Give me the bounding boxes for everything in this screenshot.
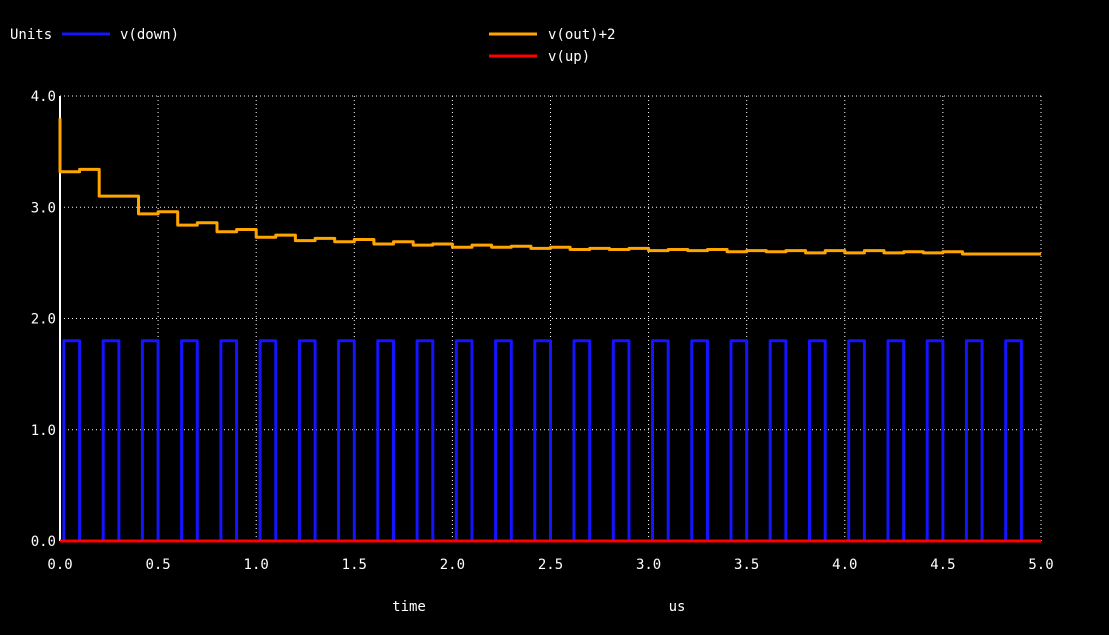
x-axis-unit: us bbox=[669, 599, 686, 615]
legend: Units v(down) v(out)+2 v(up) bbox=[10, 27, 615, 65]
x-tick-label: 5.0 bbox=[1028, 557, 1053, 573]
x-tick-label: 1.5 bbox=[342, 557, 367, 573]
y-tick-label: 0.0 bbox=[31, 534, 56, 550]
x-tick-label: 0.0 bbox=[47, 557, 72, 573]
y-unit-label: Units bbox=[10, 27, 52, 43]
legend-label-v-down: v(down) bbox=[120, 27, 179, 43]
series-line-v-out-2 bbox=[58, 118, 1041, 256]
x-axis-label: time bbox=[392, 599, 426, 615]
x-tick-label: 4.0 bbox=[832, 557, 857, 573]
tick-labels: 0.0 0.5 1.0 1.5 2.0 2.5 3.0 3.5 4.0 4.5 5.0 0.0 1.0 2… bbox=[31, 89, 1054, 573]
legend-label-v-up: v(up) bbox=[548, 49, 590, 65]
y-tick-label: 1.0 bbox=[31, 423, 56, 439]
y-tick-label: 3.0 bbox=[31, 200, 56, 216]
legend-label-v-out: v(out)+2 bbox=[548, 27, 615, 43]
x-tick-label: 1.0 bbox=[244, 557, 269, 573]
y-tick-label: 2.0 bbox=[31, 312, 56, 328]
x-tick-label: 2.0 bbox=[440, 557, 465, 573]
x-tick-label: 4.5 bbox=[930, 557, 955, 573]
x-tick-label: 3.0 bbox=[636, 557, 661, 573]
series-layer bbox=[58, 118, 1041, 543]
y-tick-label: 4.0 bbox=[31, 89, 56, 105]
x-tick-label: 0.5 bbox=[145, 557, 170, 573]
x-tick-label: 2.5 bbox=[538, 557, 563, 573]
x-tick-label: 3.5 bbox=[734, 557, 759, 573]
